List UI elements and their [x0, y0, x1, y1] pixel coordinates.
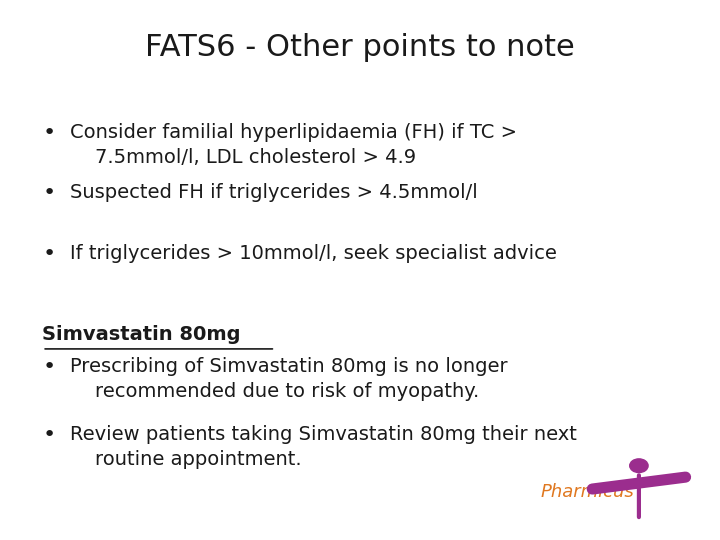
Text: Simvastatin 80mg: Simvastatin 80mg	[42, 325, 240, 344]
Text: •: •	[42, 183, 55, 203]
Text: FATS6 - Other points to note: FATS6 - Other points to note	[145, 33, 575, 62]
Text: Pharmicus: Pharmicus	[540, 483, 634, 502]
Text: Consider familial hyperlipidaemia (FH) if TC >
    7.5mmol/l, LDL cholesterol > : Consider familial hyperlipidaemia (FH) i…	[71, 123, 518, 167]
Text: •: •	[42, 244, 55, 264]
Text: Review patients taking Simvastatin 80mg their next
    routine appointment.: Review patients taking Simvastatin 80mg …	[71, 425, 577, 469]
Text: Suspected FH if triglycerides > 4.5mmol/l: Suspected FH if triglycerides > 4.5mmol/…	[71, 183, 478, 202]
Text: •: •	[42, 357, 55, 377]
Circle shape	[630, 459, 648, 472]
Text: •: •	[42, 425, 55, 445]
Text: Prescribing of Simvastatin 80mg is no longer
    recommended due to risk of myop: Prescribing of Simvastatin 80mg is no lo…	[71, 357, 508, 401]
Text: •: •	[42, 123, 55, 143]
Text: If triglycerides > 10mmol/l, seek specialist advice: If triglycerides > 10mmol/l, seek specia…	[71, 244, 557, 262]
